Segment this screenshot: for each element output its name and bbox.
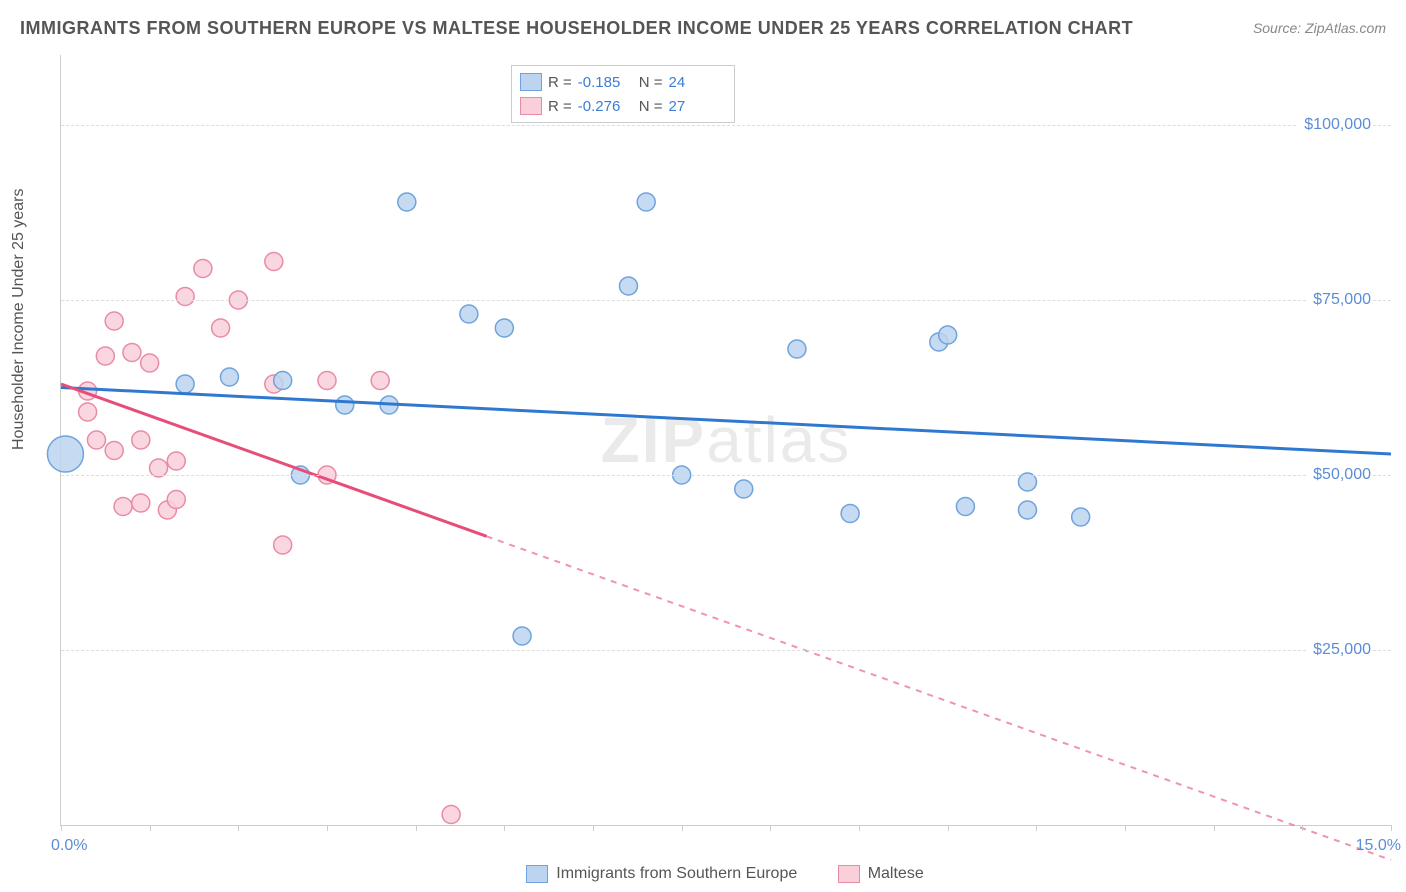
x-max-label: 15.0% bbox=[1356, 837, 1401, 855]
source-label: Source: ZipAtlas.com bbox=[1253, 20, 1386, 36]
data-point bbox=[176, 375, 194, 393]
legend-item-0: Immigrants from Southern Europe bbox=[526, 865, 797, 883]
data-point bbox=[619, 277, 637, 295]
legend-label-1: Maltese bbox=[868, 865, 924, 883]
data-point bbox=[371, 372, 389, 390]
data-point bbox=[167, 491, 185, 509]
legend-swatch-0 bbox=[526, 865, 548, 883]
y-tick-label: $50,000 bbox=[1307, 466, 1371, 484]
data-point bbox=[495, 319, 513, 337]
data-point bbox=[939, 326, 957, 344]
y-axis-label: Householder Income Under 25 years bbox=[10, 189, 28, 450]
data-point bbox=[735, 480, 753, 498]
data-point bbox=[79, 403, 97, 421]
legend-label-0: Immigrants from Southern Europe bbox=[556, 865, 797, 883]
data-point bbox=[336, 396, 354, 414]
bottom-legend: Immigrants from Southern Europe Maltese bbox=[60, 865, 1390, 888]
data-point bbox=[132, 494, 150, 512]
legend-item-1: Maltese bbox=[838, 865, 924, 883]
data-point bbox=[212, 319, 230, 337]
data-point bbox=[318, 372, 336, 390]
y-tick-label: $25,000 bbox=[1307, 641, 1371, 659]
data-point bbox=[141, 354, 159, 372]
data-point bbox=[176, 288, 194, 306]
data-point bbox=[637, 193, 655, 211]
data-point bbox=[1072, 508, 1090, 526]
data-point bbox=[87, 431, 105, 449]
plot-area: ZIPatlas R = -0.185 N = 24 R = -0.276 N … bbox=[60, 55, 1391, 826]
data-point bbox=[956, 498, 974, 516]
data-point bbox=[265, 253, 283, 271]
data-point bbox=[841, 505, 859, 523]
data-point bbox=[220, 368, 238, 386]
chart-svg bbox=[61, 55, 1391, 825]
data-point bbox=[114, 498, 132, 516]
data-point bbox=[105, 312, 123, 330]
chart-title: IMMIGRANTS FROM SOUTHERN EUROPE VS MALTE… bbox=[20, 18, 1133, 39]
data-point bbox=[194, 260, 212, 278]
data-point bbox=[274, 536, 292, 554]
x-min-label: 0.0% bbox=[51, 837, 87, 855]
data-point bbox=[442, 806, 460, 824]
legend-swatch-1 bbox=[838, 865, 860, 883]
data-point bbox=[398, 193, 416, 211]
data-point bbox=[1018, 501, 1036, 519]
data-point bbox=[788, 340, 806, 358]
data-point bbox=[513, 627, 531, 645]
data-point bbox=[47, 436, 83, 472]
data-point bbox=[96, 347, 114, 365]
trend-line-extrapolated bbox=[487, 536, 1391, 860]
y-tick-label: $100,000 bbox=[1298, 116, 1371, 134]
data-point bbox=[105, 442, 123, 460]
trend-line bbox=[61, 388, 1391, 455]
y-tick-label: $75,000 bbox=[1307, 291, 1371, 309]
data-point bbox=[460, 305, 478, 323]
data-point bbox=[123, 344, 141, 362]
data-point bbox=[132, 431, 150, 449]
data-point bbox=[167, 452, 185, 470]
data-point bbox=[274, 372, 292, 390]
